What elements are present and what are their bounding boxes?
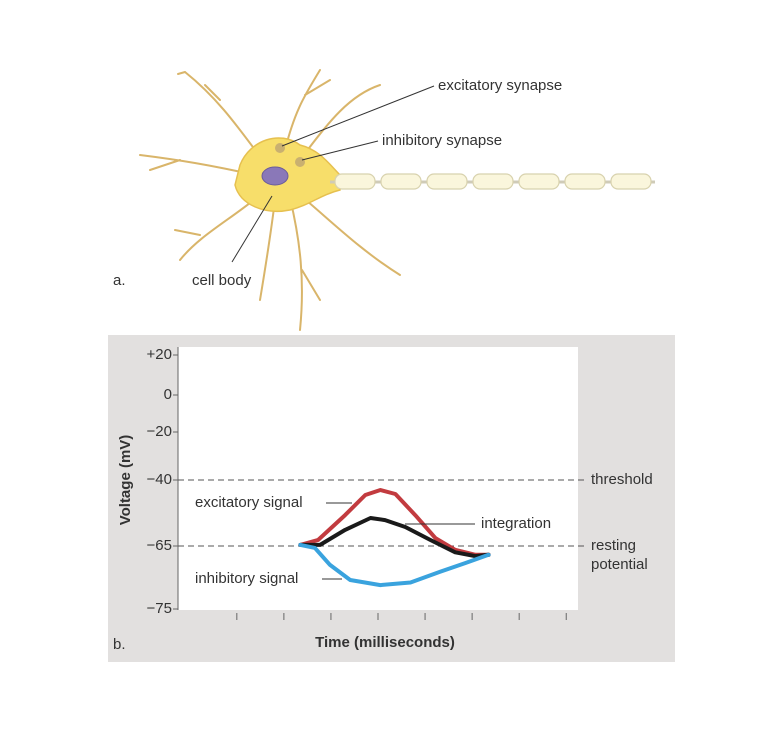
- series-line: [298, 488, 491, 557]
- synapse: [275, 143, 285, 153]
- series-label: inhibitory signal: [195, 570, 298, 587]
- y-tick-label: +20: [147, 346, 172, 363]
- reference-label: potential: [591, 556, 648, 573]
- nucleus: [261, 166, 289, 186]
- series-line: [298, 542, 491, 588]
- y-tick-label: −65: [147, 537, 172, 554]
- panel-label: a.: [113, 272, 126, 289]
- series-label: integration: [481, 515, 551, 532]
- structure-label: inhibitory synapse: [382, 132, 502, 149]
- plot-area: [178, 347, 578, 610]
- synapse: [295, 157, 305, 167]
- y-tick-label: −20: [147, 423, 172, 440]
- myelin-sheath: [334, 173, 652, 190]
- x-axis-label: Time (milliseconds): [315, 634, 455, 651]
- structure-label: cell body: [192, 272, 252, 289]
- series-label: excitatory signal: [195, 494, 303, 511]
- y-tick-label: 0: [164, 386, 172, 403]
- series-line: [298, 516, 491, 559]
- reference-label: resting: [591, 537, 636, 554]
- structure-label: excitatory synapse: [438, 77, 562, 94]
- leader-lines: [231, 85, 435, 263]
- y-axis-label: Voltage (mV): [117, 435, 134, 526]
- y-tick-label: −75: [147, 600, 172, 617]
- reference-label: threshold: [591, 471, 653, 488]
- y-tick-label: −40: [147, 471, 172, 488]
- panel-label: b.: [113, 636, 126, 653]
